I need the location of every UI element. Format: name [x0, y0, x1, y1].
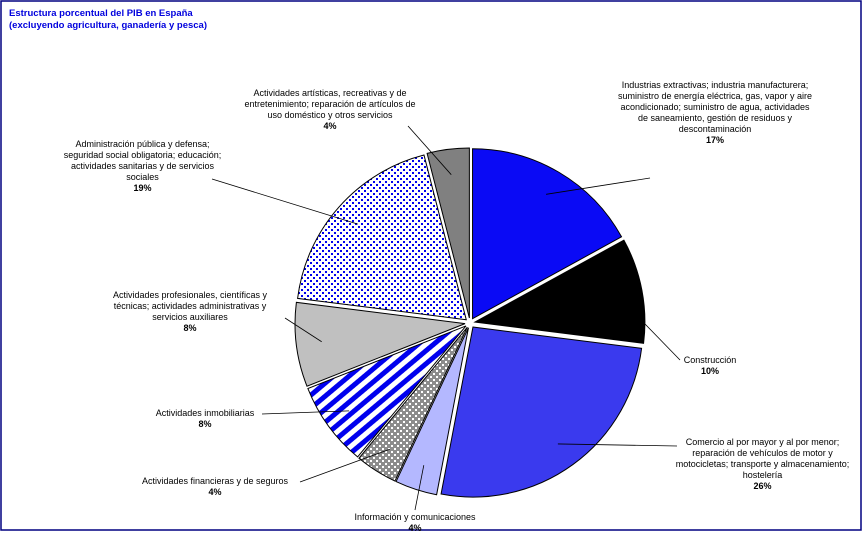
slice-label: Actividades financieras y de seguros 4%: [120, 476, 310, 498]
leader-line: [616, 294, 681, 361]
pie-slice: [472, 148, 623, 320]
slice-label-value: 4%: [208, 487, 222, 497]
slice-label: Industrias extractivas; industria manufa…: [615, 80, 815, 146]
pie-slice: [426, 147, 470, 319]
slice-label-name: Construcción: [683, 355, 737, 365]
leader-line: [407, 125, 452, 175]
slice-label-name: Industrias extractivas; industria manufa…: [617, 80, 813, 134]
chart-subtitle: (excluyendo agricultura, ganadería y pes…: [9, 20, 207, 31]
pie-slice: [358, 326, 468, 482]
slice-label: Actividades artísticas, recreativas y de…: [240, 88, 420, 132]
slice-label: Administración pública y defensa; seguri…: [55, 139, 230, 194]
pie-slice: [473, 239, 646, 344]
leader-line: [284, 317, 322, 343]
slice-label-name: Comercio al por mayor y al por menor; re…: [675, 437, 850, 480]
slice-label: Información y comunicaciones 4%: [340, 512, 490, 534]
pie-slice: [395, 327, 469, 496]
slice-label-value: 26%: [753, 481, 772, 491]
leader-line: [211, 178, 358, 225]
slice-label: Actividades profesionales, científicas y…: [95, 290, 285, 334]
slice-label: Comercio al por mayor y al por menor; re…: [670, 437, 855, 492]
pie-slice: [297, 154, 467, 321]
slice-label-name: Información y comunicaciones: [354, 512, 476, 522]
slice-label-value: 4%: [408, 523, 422, 533]
slice-label-value: 8%: [198, 419, 212, 429]
slice-label-name: Actividades financieras y de seguros: [141, 476, 289, 486]
slice-label-name: Actividades profesionales, científicas y…: [112, 290, 268, 322]
leader-line: [299, 448, 391, 483]
slice-label-name: Administración pública y defensa; seguri…: [63, 139, 222, 182]
slice-label-value: 8%: [183, 323, 197, 333]
slice-label-value: 10%: [700, 366, 719, 376]
slice-label-value: 4%: [323, 121, 337, 131]
leader-line: [414, 465, 425, 511]
leader-line: [546, 177, 651, 195]
slice-label: Actividades inmobiliarias 8%: [130, 408, 280, 430]
slice-label: Construcción 10%: [660, 355, 760, 377]
chart-title: Estructura porcentual del PIB en España: [9, 8, 193, 19]
leader-line: [557, 443, 678, 447]
pie-slice: [307, 325, 467, 458]
leader-line: [261, 410, 350, 415]
slice-label-value: 17%: [705, 135, 724, 145]
slice-label-name: Actividades artísticas, recreativas y de…: [244, 88, 416, 120]
slice-label-name: Actividades inmobiliarias: [155, 408, 255, 418]
pie-slice: [294, 301, 466, 387]
slice-label-value: 19%: [133, 183, 152, 193]
pie-slice: [440, 326, 643, 498]
